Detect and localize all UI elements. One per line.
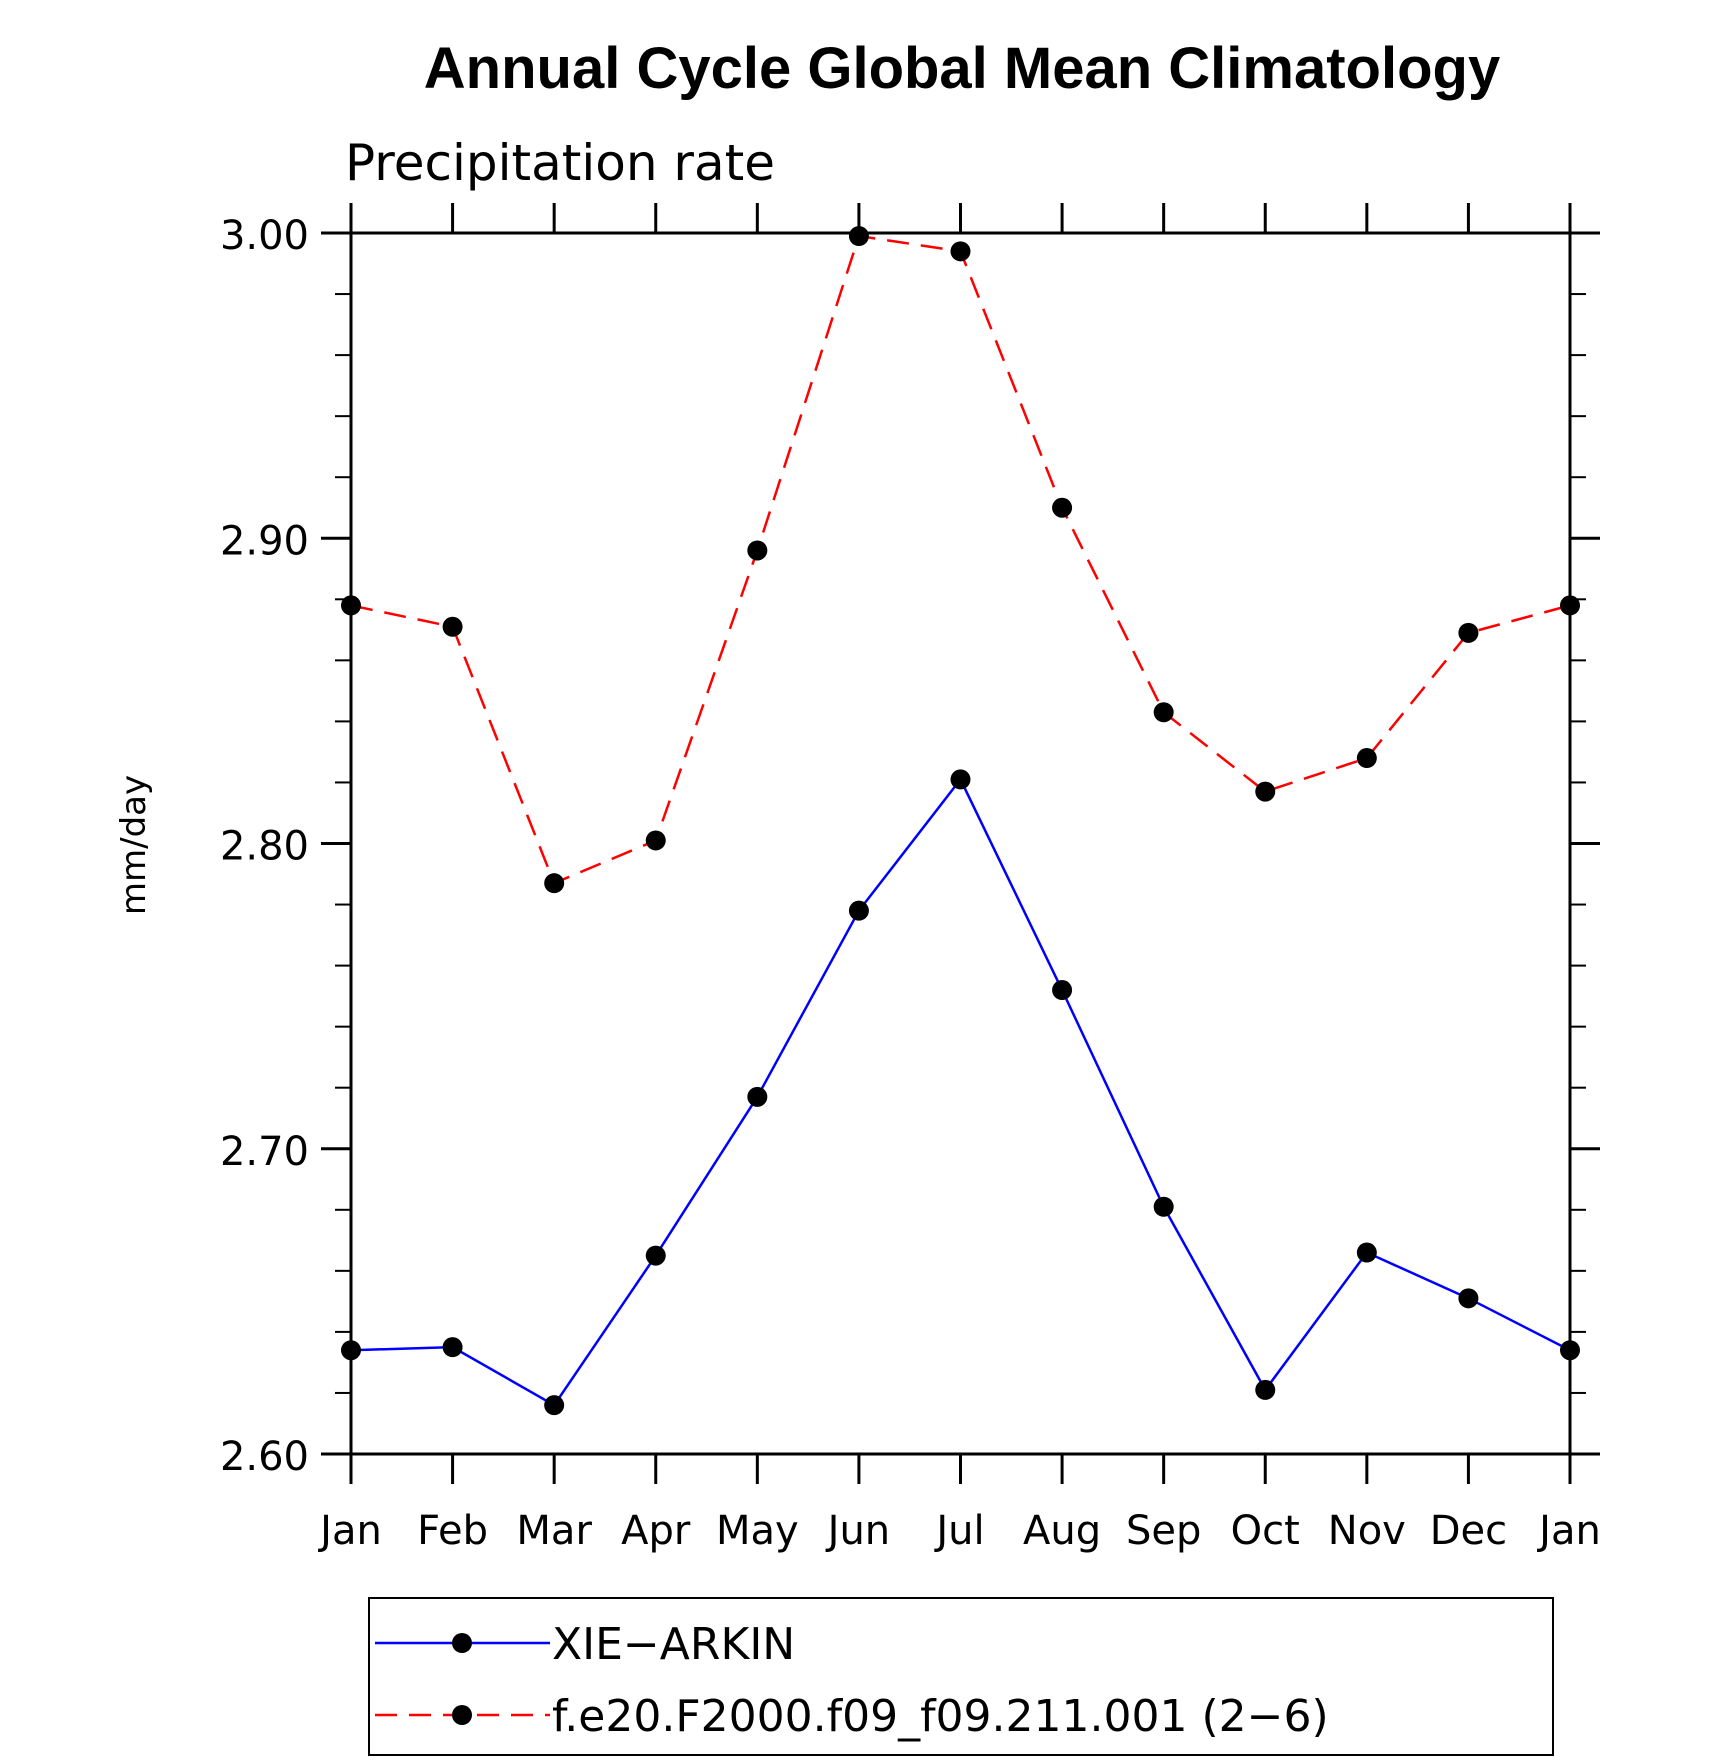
series-1-point [1458, 1288, 1479, 1309]
series-1-point [1153, 1196, 1174, 1217]
x-tick-label: Oct [1231, 1508, 1300, 1554]
plot-frame [349, 231, 1572, 1456]
series-2-point [341, 595, 361, 616]
x-tick-label: Aug [1023, 1508, 1101, 1554]
x-tick-label: Nov [1328, 1508, 1406, 1554]
series-2-point [1560, 595, 1580, 616]
series-1-point [1052, 980, 1073, 1001]
x-tick-label: Jan [317, 1508, 382, 1554]
x-tick-label: Jan [1536, 1508, 1601, 1554]
x-tick-label: May [716, 1508, 799, 1554]
series-2-point [442, 616, 463, 637]
series-1-point [1356, 1242, 1377, 1263]
legend-marker-2 [452, 1705, 472, 1725]
series-2-point [848, 226, 869, 247]
chart-subtitle: Precipitation rate [345, 134, 775, 192]
series-2-point [645, 830, 666, 851]
series-1-point [950, 769, 971, 790]
legend-entries: XIE−ARKIN f.e20.F2000.f09_f09.211.001 (2−… [375, 1619, 1329, 1742]
y-tick-label: 3.00 [220, 213, 309, 259]
x-tick-label: Mar [516, 1508, 592, 1554]
x-tick-label: Apr [621, 1508, 691, 1554]
x-tick-label: Jul [933, 1508, 984, 1554]
y-axis-label: mm/day [114, 775, 154, 915]
x-tick-label: Dec [1430, 1508, 1507, 1554]
series-1-point [1255, 1379, 1276, 1400]
series-2-point [544, 873, 565, 894]
axis-ticks [321, 203, 1600, 1484]
y-tick-label: 2.60 [220, 1434, 309, 1480]
legend-marker-1 [452, 1633, 472, 1653]
series-line-1 [350, 777, 1571, 1407]
series-1-point [848, 900, 869, 921]
x-tick-label: Sep [1126, 1508, 1201, 1554]
series-2-point [1255, 781, 1276, 802]
series-1-point [747, 1086, 768, 1107]
series-2-point [1356, 748, 1377, 769]
legend-box [368, 1597, 1554, 1756]
series-2-point [1052, 497, 1073, 518]
chart-title: Annual Cycle Global Mean Climatology [424, 36, 1500, 101]
series-layer [341, 226, 1580, 1416]
legend-label-1: XIE−ARKIN [552, 1619, 795, 1670]
y-tick-label: 2.80 [220, 824, 309, 870]
x-tick-label: Jun [825, 1508, 891, 1554]
plot-border [349, 231, 1572, 1456]
series-2-point [1153, 702, 1174, 723]
series-1-point [442, 1337, 463, 1358]
axis-tick-labels: Jan Feb Mar Apr May Jun Jul Aug Sep Oct Nov Dec Jan2… [220, 213, 1601, 1554]
legend: XIE−ARKIN f.e20.F2000.f09_f09.211.001 (2−… [368, 1597, 1554, 1756]
x-tick-label: Feb [417, 1508, 488, 1554]
legend-label-2: f.e20.F2000.f09_f09.211.001 (2−6) [552, 1691, 1329, 1742]
series-2-point [747, 540, 768, 561]
series-1-point [544, 1395, 565, 1416]
series-1-point [341, 1340, 361, 1361]
y-tick-label: 2.70 [220, 1129, 309, 1175]
series-2-point [1458, 622, 1479, 643]
y-tick-label: 2.90 [220, 518, 309, 564]
series-2-point [950, 241, 971, 262]
series-1-point [645, 1245, 666, 1266]
series-1-point [1560, 1340, 1580, 1361]
